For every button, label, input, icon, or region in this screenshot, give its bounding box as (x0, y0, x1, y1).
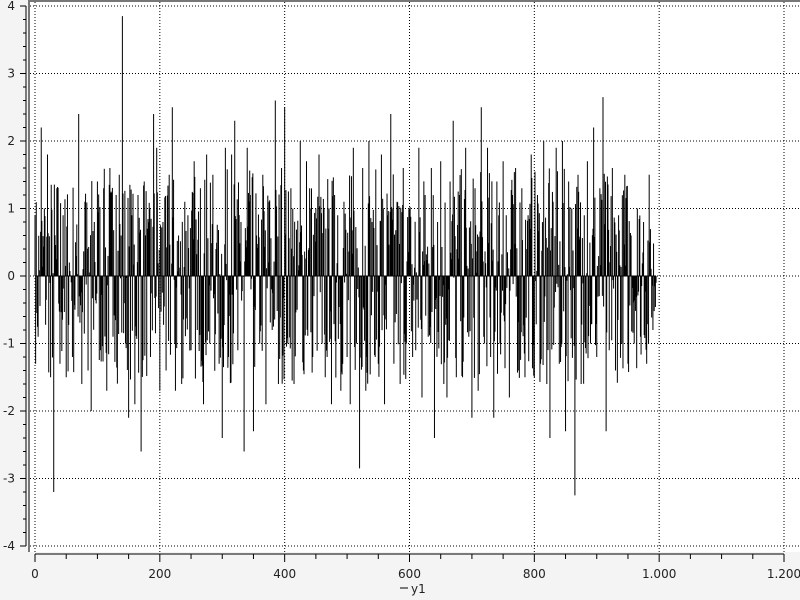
x-tick-label: 800 (523, 567, 546, 581)
series-y1 (34, 16, 657, 496)
legend: y1 (400, 582, 426, 596)
y-tick-label: 2 (7, 134, 15, 148)
y-tick-label: 1 (7, 202, 15, 216)
x-axis: 0 200 400 600 800 1.000 1.200 (31, 553, 800, 581)
y-tick-label: -1 (3, 337, 15, 351)
x-tick-label: 0 (31, 567, 39, 581)
x-tick-label: 600 (398, 567, 421, 581)
y-tick-label: 4 (7, 0, 15, 13)
y-tick-label: -4 (3, 539, 15, 553)
y-tick-label: -3 (3, 472, 15, 486)
legend-label-y1: y1 (411, 582, 426, 596)
y-tick-label: 0 (7, 269, 15, 283)
y-tick-label: -2 (3, 404, 15, 418)
y-axis: -4 -3 -2 -1 0 1 2 3 4 (3, 0, 27, 553)
y-tick-label: 3 (7, 67, 15, 81)
x-tick-label: 200 (148, 567, 171, 581)
x-tick-label: 1.200 (767, 567, 800, 581)
x-tick-label: 1.000 (642, 567, 676, 581)
x-tick-label: 400 (273, 567, 296, 581)
